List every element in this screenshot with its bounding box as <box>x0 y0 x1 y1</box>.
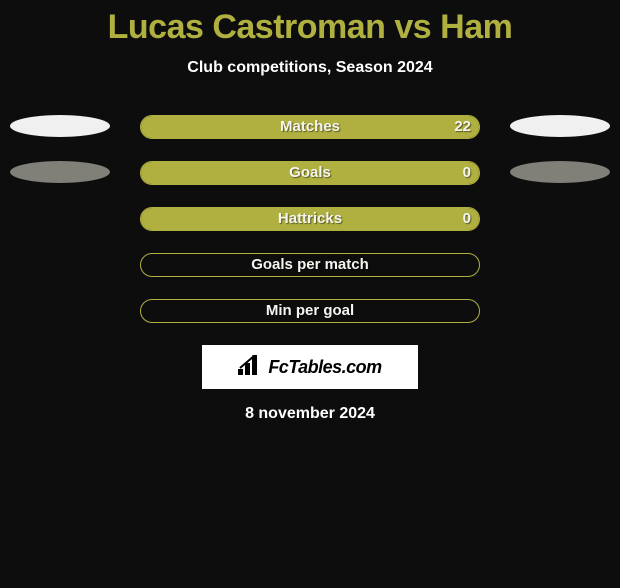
bar-value: 0 <box>463 164 471 181</box>
logo-text: FcTables.com <box>268 357 381 378</box>
stat-row: Goals per match <box>0 253 620 277</box>
stat-row: Min per goal <box>0 299 620 323</box>
bar-container: Min per goal <box>140 299 480 323</box>
logo-box: FcTables.com <box>202 345 418 389</box>
bar-fill <box>141 116 479 138</box>
bars-icon <box>238 355 264 380</box>
stat-row: Goals0 <box>0 161 620 185</box>
bar-container: Matches22 <box>140 115 480 139</box>
right-ellipse <box>510 115 610 137</box>
page-title: Lucas Castroman vs Ham <box>0 8 620 47</box>
bar-label: Min per goal <box>141 302 479 319</box>
bar-value: 22 <box>454 118 471 135</box>
bar-container: Hattricks0 <box>140 207 480 231</box>
bar-value: 0 <box>463 210 471 227</box>
left-ellipse <box>10 161 110 183</box>
bar-fill <box>141 208 479 230</box>
left-ellipse <box>10 115 110 137</box>
bar-container: Goals per match <box>140 253 480 277</box>
subtitle: Club competitions, Season 2024 <box>0 59 620 77</box>
stat-row: Matches22 <box>0 115 620 139</box>
bar-fill <box>141 162 479 184</box>
bar-label: Goals per match <box>141 256 479 273</box>
right-ellipse <box>510 161 610 183</box>
stat-row: Hattricks0 <box>0 207 620 231</box>
stat-rows: Matches22 Goals0 Hattricks0 Goals per match… <box>0 115 620 323</box>
date-label: 8 november 2024 <box>0 405 620 423</box>
bar-container: Goals0 <box>140 161 480 185</box>
